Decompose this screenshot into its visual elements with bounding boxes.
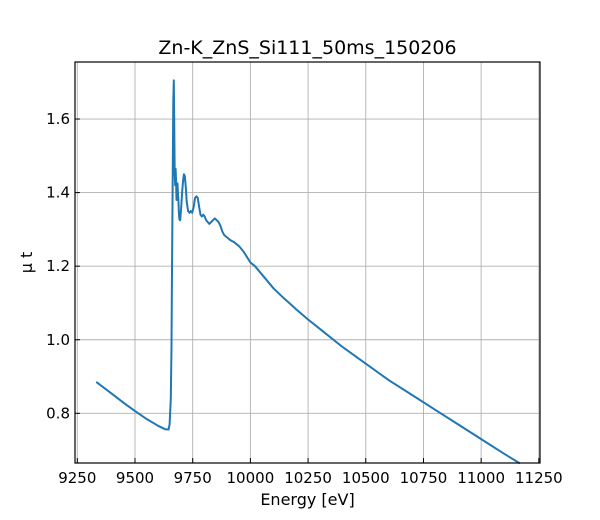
x-tick-label: 9500: [116, 469, 154, 487]
y-tick-label: 1.6: [46, 110, 70, 128]
series-line: [95, 79, 521, 464]
y-tick-label: 1.0: [46, 331, 70, 349]
x-tick-label: 11000: [457, 469, 505, 487]
x-tick-label: 10000: [227, 469, 275, 487]
axis-ticks: 9250 9500 9750 10000 10250 10500 10750 11000 112…: [46, 110, 563, 487]
x-axis-label: Energy [eV]: [260, 490, 354, 509]
y-tick-label: 0.8: [46, 404, 70, 422]
plot-area: [95, 79, 521, 464]
x-tick-label: 10250: [284, 469, 332, 487]
chart-title: Zn-K_ZnS_Si111_50ms_150206: [158, 37, 456, 59]
x-tick-label: 9750: [174, 469, 212, 487]
plot-frame: [74, 61, 541, 464]
x-tick-label: 10750: [400, 469, 448, 487]
grid: [75, 62, 540, 463]
y-tick-label: 1.2: [46, 257, 70, 275]
x-tick-label: 10500: [342, 469, 390, 487]
x-tick-label: 9250: [58, 469, 96, 487]
y-axis-label: μ t: [17, 252, 36, 274]
y-tick-label: 1.4: [46, 184, 70, 202]
x-tick-label: 11250: [515, 469, 563, 487]
